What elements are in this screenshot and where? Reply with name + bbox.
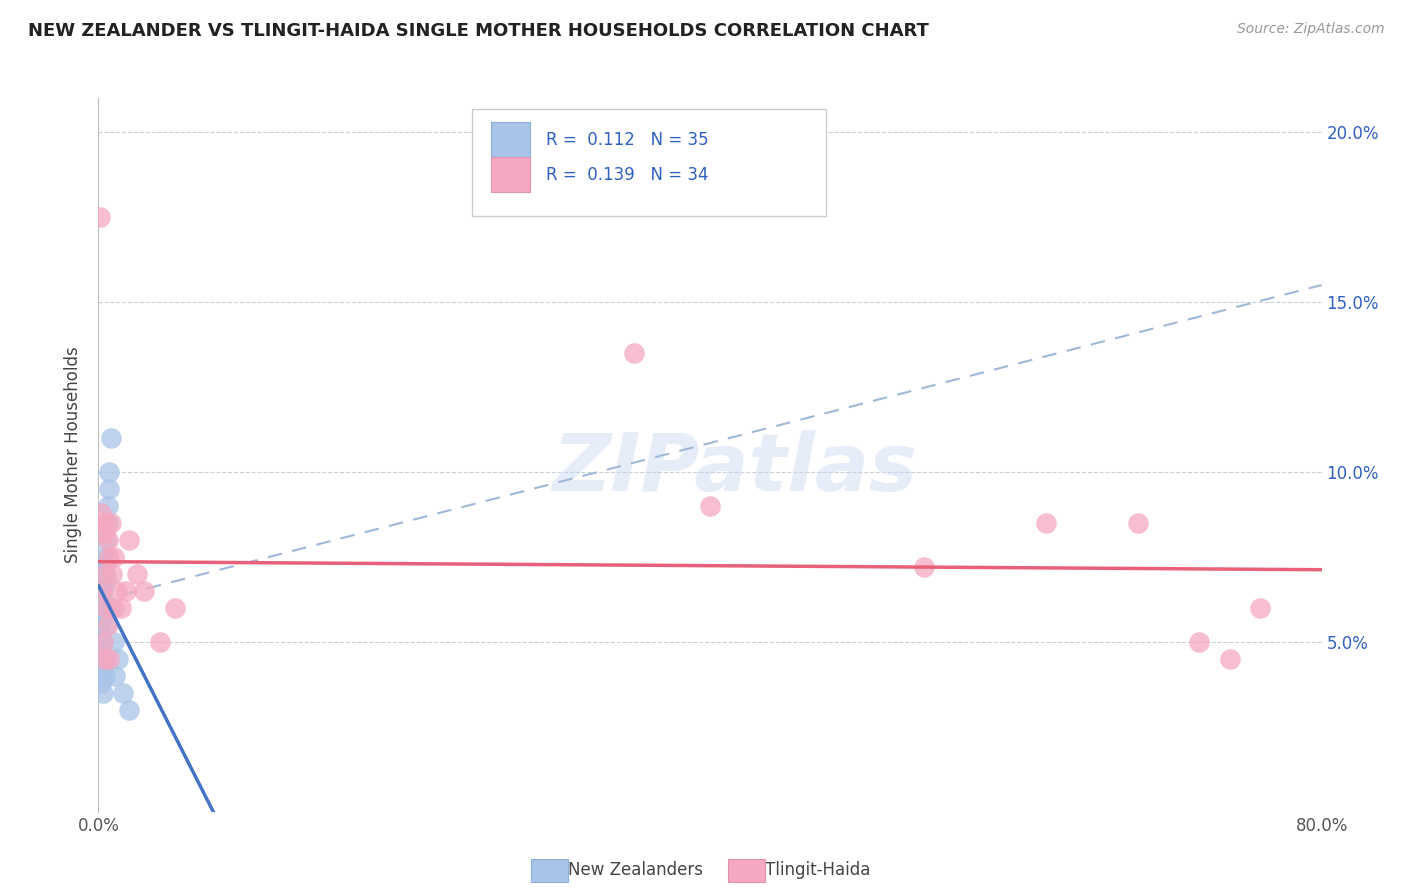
Point (134, 583, 156, 598)
Point (93, 549, 115, 564)
Point (89, 617, 111, 632)
Point (98, 652, 121, 666)
Text: ZIPatlas: ZIPatlas (553, 430, 917, 508)
Point (1188, 635, 1211, 649)
Point (118, 703, 141, 717)
Point (93, 600, 115, 615)
Text: NEW ZEALANDER VS TLINGIT-HAIDA SINGLE MOTHER HOUSEHOLDS CORRELATION CHART: NEW ZEALANDER VS TLINGIT-HAIDA SINGLE MO… (28, 22, 929, 40)
Point (118, 533, 141, 547)
Text: New Zealanders: New Zealanders (568, 861, 703, 879)
Point (94, 516, 117, 530)
Point (90, 675, 112, 690)
Point (91, 583, 114, 598)
Point (93, 669, 115, 683)
Text: R =  0.112   N = 35: R = 0.112 N = 35 (546, 130, 709, 148)
Point (103, 600, 125, 615)
Point (107, 652, 129, 666)
Point (699, 499, 721, 513)
Point (90, 506, 112, 520)
Point (93, 652, 115, 666)
Point (111, 686, 134, 700)
Text: Tlingit-Haida: Tlingit-Haida (765, 861, 870, 879)
Point (90, 560, 112, 574)
Point (97, 499, 120, 513)
Point (90, 591, 112, 605)
Point (89, 210, 111, 224)
Point (912, 560, 935, 574)
Point (90, 607, 112, 622)
Point (93, 566, 115, 581)
Point (89, 574, 111, 588)
Text: R =  0.139   N = 34: R = 0.139 N = 34 (546, 166, 709, 184)
Point (110, 600, 132, 615)
Point (98, 549, 121, 564)
Point (91, 516, 114, 530)
Point (1035, 516, 1057, 530)
Point (94, 600, 117, 615)
Point (90, 583, 112, 598)
Point (101, 600, 124, 615)
Point (1249, 600, 1271, 615)
Point (93, 566, 115, 581)
Point (97, 516, 120, 530)
Point (93, 652, 115, 666)
FancyBboxPatch shape (491, 121, 530, 157)
Point (623, 346, 645, 360)
FancyBboxPatch shape (491, 157, 530, 193)
Point (94, 533, 117, 547)
Point (91, 574, 114, 588)
Point (163, 600, 186, 615)
Point (103, 549, 125, 564)
Point (97, 533, 120, 547)
Point (91, 686, 114, 700)
FancyBboxPatch shape (471, 109, 827, 216)
Point (115, 583, 138, 598)
Point (97, 617, 120, 632)
Point (105, 583, 128, 598)
Point (90, 641, 112, 656)
Point (93, 526, 115, 541)
Point (100, 516, 122, 530)
Point (104, 669, 127, 683)
Point (91, 560, 114, 574)
Point (149, 635, 172, 649)
Point (91, 635, 114, 649)
Text: Source: ZipAtlas.com: Source: ZipAtlas.com (1237, 22, 1385, 37)
Point (125, 566, 148, 581)
Point (91, 635, 114, 649)
Point (94, 617, 117, 632)
Point (89, 600, 111, 615)
Point (98, 465, 121, 479)
Point (101, 566, 124, 581)
Point (94, 574, 117, 588)
Point (1219, 652, 1241, 666)
Point (103, 635, 125, 649)
Point (1128, 516, 1150, 530)
Point (97, 549, 120, 564)
Point (89, 583, 111, 598)
Point (91, 662, 114, 676)
Point (98, 482, 121, 496)
Y-axis label: Single Mother Households: Single Mother Households (65, 347, 83, 563)
Point (100, 431, 122, 445)
